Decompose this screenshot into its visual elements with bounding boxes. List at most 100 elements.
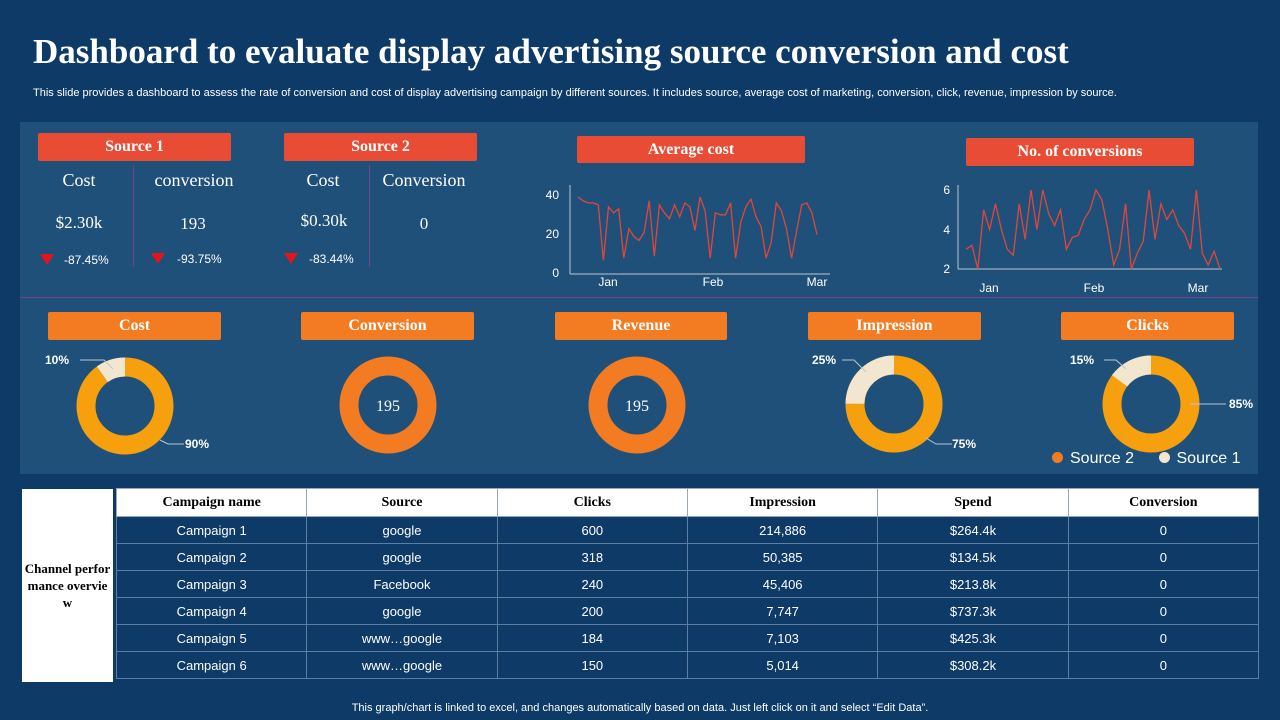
source2-divider bbox=[369, 165, 370, 267]
source2-conversion-label: Conversion bbox=[382, 170, 466, 190]
source1-cost-label: Cost bbox=[62, 170, 96, 190]
source1-slice bbox=[1102, 355, 1200, 453]
source2-cost-change: -83.44% bbox=[309, 252, 354, 266]
y-tick-label: 4 bbox=[943, 223, 950, 237]
table-cell: 184 bbox=[496, 624, 688, 652]
table-header: Clicks bbox=[496, 488, 688, 517]
source1-header: Source 1 bbox=[38, 133, 231, 161]
table-cell: Campaign 5 bbox=[115, 624, 308, 652]
conversion-donut-title: Conversion bbox=[301, 312, 474, 340]
source2-header: Source 2 bbox=[284, 133, 477, 161]
table-cell: 0 bbox=[1067, 624, 1260, 652]
table-cell: 214,886 bbox=[686, 516, 879, 544]
x-tick-label: Jan bbox=[598, 275, 617, 289]
source1-percent-label: 10% bbox=[45, 353, 69, 367]
revenue-ring bbox=[588, 356, 686, 454]
table-header: Impression bbox=[686, 488, 879, 517]
table-cell: $213.8k bbox=[877, 570, 1069, 598]
table-row: Campaign 2 google 318 50,385 $134.5k 0 bbox=[115, 543, 1260, 571]
source2-legend-marker bbox=[1052, 452, 1063, 463]
y-tick-label: 20 bbox=[546, 227, 560, 241]
table-cell: $737.3k bbox=[877, 597, 1069, 625]
source2-slice bbox=[76, 357, 174, 455]
impression-donut-chart: 25% 75% bbox=[812, 353, 976, 453]
down-arrow-icon bbox=[151, 253, 165, 264]
footer-note: This graph/chart is linked to excel, and… bbox=[351, 702, 929, 714]
table-cell: google bbox=[306, 543, 498, 571]
conversion-donut-chart: 195 bbox=[339, 356, 437, 454]
table-row: Campaign 3 Facebook 240 45,406 $213.8k 0 bbox=[115, 570, 1260, 598]
source2-cost-label: Cost bbox=[306, 170, 340, 190]
table-cell: 50,385 bbox=[686, 543, 879, 571]
x-tick-label: Feb bbox=[1084, 281, 1105, 295]
label-leader bbox=[80, 359, 114, 370]
table-cell: www…google bbox=[306, 624, 498, 652]
down-arrow-icon bbox=[284, 253, 298, 264]
source1-percent-label: 15% bbox=[1070, 353, 1094, 367]
revenue-donut-chart: 195 bbox=[588, 356, 686, 454]
average-cost-chart: 40 20 0 Jan Feb Mar bbox=[546, 185, 830, 289]
table-header: Conversion bbox=[1067, 488, 1260, 517]
table-row: Campaign 4 google 200 7,747 $737.3k 0 bbox=[115, 597, 1260, 625]
y-tick-label: 0 bbox=[552, 266, 559, 280]
revenue-center-value: 195 bbox=[625, 398, 649, 415]
table-row: Campaign 5 www…google 184 7,103 $425.3k 0 bbox=[115, 624, 1260, 652]
table-cell: 318 bbox=[496, 543, 688, 571]
conversion-ring bbox=[339, 356, 437, 454]
source2-legend-label: Source 2 bbox=[1070, 450, 1135, 467]
label-leader bbox=[925, 437, 952, 445]
source2-percent-label: 75% bbox=[952, 437, 976, 451]
label-leader bbox=[842, 359, 867, 373]
table-cell: google bbox=[306, 597, 498, 625]
source2-conversion-value: 0 bbox=[419, 214, 429, 233]
table-cell: 240 bbox=[496, 570, 688, 598]
chart-legend: Source 2 Source 1 bbox=[1052, 450, 1241, 468]
table-cell: 600 bbox=[496, 516, 688, 544]
source1-slice bbox=[76, 357, 174, 455]
source2-percent-label: 90% bbox=[185, 437, 209, 451]
conversions-title: No. of conversions bbox=[966, 138, 1194, 166]
table-cell: $308.2k bbox=[877, 651, 1069, 679]
y-tick-label: 6 bbox=[943, 183, 950, 197]
source1-legend-marker bbox=[1158, 452, 1170, 463]
page-subtitle: This slide provides a dashboard to asses… bbox=[33, 87, 1117, 99]
table-cell: $134.5k bbox=[877, 543, 1069, 571]
down-arrow-icon bbox=[40, 254, 54, 265]
clicks-donut-chart: 15% 85% bbox=[1070, 353, 1253, 453]
x-tick-label: Mar bbox=[807, 275, 828, 289]
table-cell: Campaign 2 bbox=[115, 543, 308, 571]
source2-percent-label: 85% bbox=[1229, 397, 1253, 411]
table-cell: Campaign 1 bbox=[115, 516, 308, 544]
cost-donut-chart: 10% 90% bbox=[45, 353, 209, 455]
table-cell: Campaign 4 bbox=[115, 597, 308, 625]
table-cell: 0 bbox=[1067, 516, 1260, 544]
conversion-center-value: 195 bbox=[376, 398, 400, 415]
table-cell: Facebook bbox=[306, 570, 498, 598]
cost-donut-title: Cost bbox=[48, 312, 221, 340]
label-leader bbox=[159, 439, 184, 445]
table-cell: 150 bbox=[496, 651, 688, 679]
table-cell: $264.4k bbox=[877, 516, 1069, 544]
source1-conversion-value: 193 bbox=[180, 214, 206, 233]
source1-conversion-change: -93.75% bbox=[177, 252, 222, 266]
source1-divider bbox=[133, 165, 134, 267]
campaign-table: Campaign name Source Clicks Impression S… bbox=[115, 488, 1260, 679]
table-header-row: Campaign name Source Clicks Impression S… bbox=[115, 488, 1260, 517]
table-cell: $425.3k bbox=[877, 624, 1069, 652]
table-cell: www…google bbox=[306, 651, 498, 679]
source1-cost-value: $2.30k bbox=[55, 213, 103, 232]
table-cell: Campaign 6 bbox=[115, 651, 308, 679]
source1-percent-label: 25% bbox=[812, 353, 836, 367]
clicks-donut-title: Clicks bbox=[1061, 312, 1234, 340]
table-cell: 0 bbox=[1067, 543, 1260, 571]
source1-slice bbox=[845, 355, 943, 453]
impression-donut-title: Impression bbox=[808, 312, 981, 340]
table-cell: google bbox=[306, 516, 498, 544]
table-cell: 45,406 bbox=[686, 570, 879, 598]
table-cell: 0 bbox=[1067, 570, 1260, 598]
revenue-donut-title: Revenue bbox=[555, 312, 727, 340]
table-row: Campaign 6 www…google 150 5,014 $308.2k 0 bbox=[115, 651, 1260, 679]
table-cell: 5,014 bbox=[686, 651, 879, 679]
table-header: Campaign name bbox=[115, 488, 308, 517]
y-tick-label: 2 bbox=[943, 262, 950, 276]
